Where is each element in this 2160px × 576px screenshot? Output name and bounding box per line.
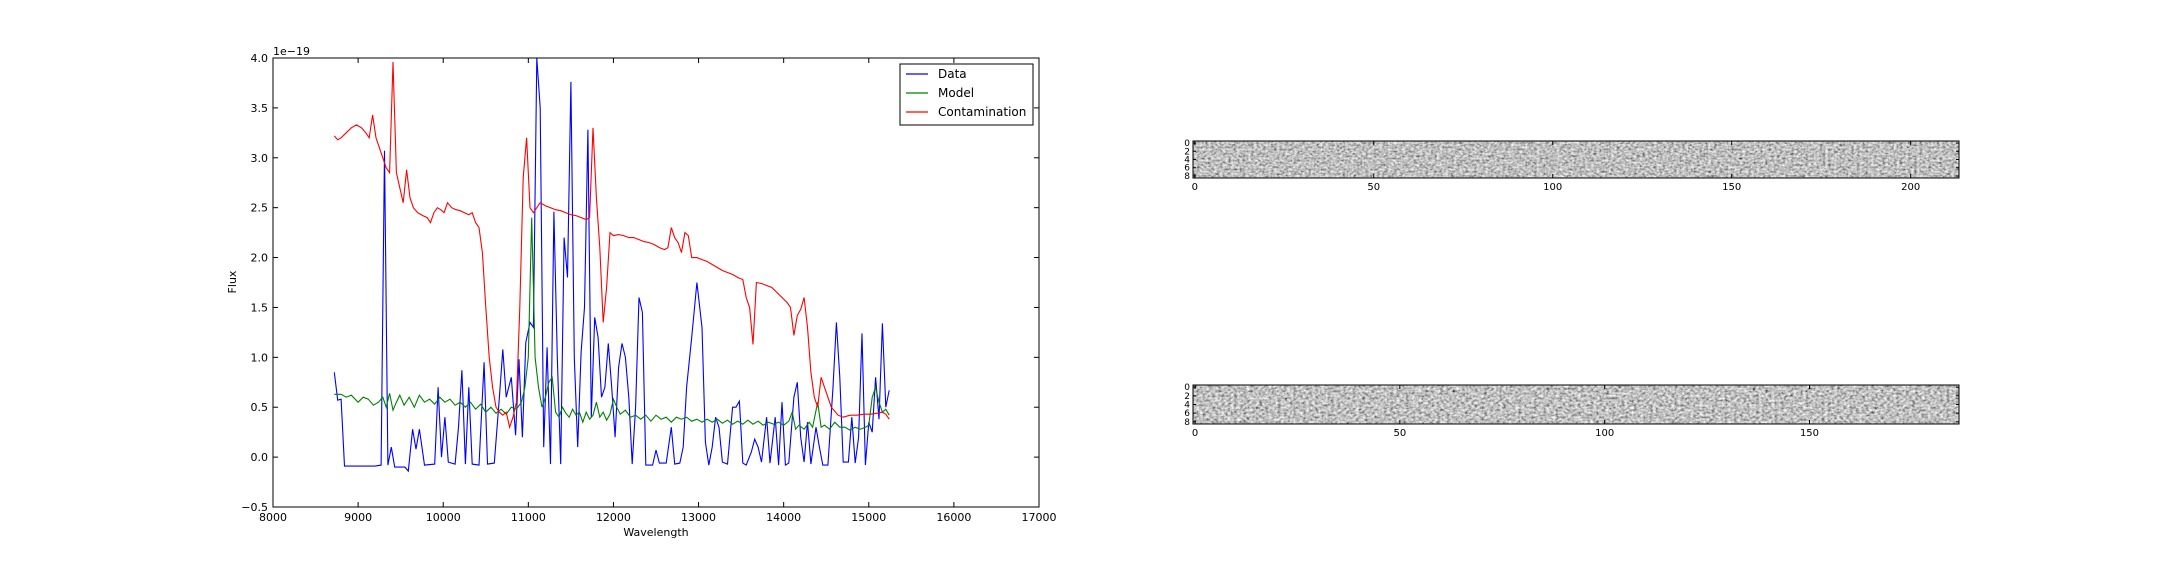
- y-tick-label: 0.5: [251, 401, 269, 414]
- x-tick-label: 150: [1722, 182, 1741, 193]
- y-tick-label: 3.0: [251, 152, 269, 165]
- y-tick-label: 1.5: [251, 301, 269, 314]
- x-tick-label: 200: [1901, 182, 1920, 193]
- image-pixels: [1193, 385, 1959, 424]
- y-tick-label: 2: [1184, 147, 1190, 157]
- x-tick-label: 100: [1543, 182, 1562, 193]
- y-tick-label: 0: [1184, 383, 1190, 393]
- x-tick-label: 50: [1367, 182, 1380, 193]
- x-axis-ticks: 0 50 100 150 200: [1192, 141, 1920, 193]
- x-axis-label: Wavelength: [623, 526, 688, 539]
- plot-area: [273, 58, 1039, 507]
- x-tick-label: 13000: [681, 511, 716, 524]
- x-tick-label: 14000: [766, 511, 801, 524]
- y-tick-label: 0.0: [251, 451, 269, 464]
- image-pixels: [1193, 141, 1959, 178]
- x-tick-label: 150: [1800, 428, 1819, 439]
- y-tick-label: 4: [1184, 156, 1190, 166]
- y-axis-label: Flux: [226, 270, 239, 293]
- x-tick-label: 12000: [596, 511, 631, 524]
- x-tick-label: 15000: [851, 511, 886, 524]
- x-tick-label: 0: [1192, 428, 1198, 439]
- y-scale-note: 1e−19: [273, 45, 310, 58]
- legend-label-model: Model: [938, 86, 974, 100]
- y-tick-label: 4: [1184, 401, 1190, 411]
- y-tick-label: 2.5: [251, 202, 269, 215]
- x-tick-label: 17000: [1022, 511, 1057, 524]
- series-line-model: [334, 217, 890, 431]
- y-tick-label: 6: [1184, 164, 1190, 174]
- legend-label-contamination: Contamination: [938, 105, 1026, 119]
- y-tick-label: 8: [1184, 418, 1190, 428]
- legend: Data Model Contamination: [899, 63, 1034, 126]
- x-axis-ticks: 0 50 100 150: [1192, 385, 1819, 439]
- y-tick-label: 0: [1184, 139, 1190, 149]
- y-tick-label: 6: [1184, 409, 1190, 419]
- x-tick-label: 16000: [936, 511, 971, 524]
- y-axis-ticks: −0.5 0.0 0.5 1.0 1.5 2.0 2.5 3.0 3.5 4.0: [241, 52, 1039, 514]
- x-tick-label: 100: [1595, 428, 1614, 439]
- series-line-contamination: [333, 61, 890, 430]
- y-tick-label: 4.0: [251, 52, 269, 65]
- x-tick-label: 9000: [344, 511, 372, 524]
- y-tick-label: 2.0: [251, 252, 269, 265]
- series-line-data: [333, 58, 890, 473]
- x-tick-label: 10000: [426, 511, 461, 524]
- x-axis-ticks: 8000 9000 10000 11000 12000 13000 14000 15000 16…: [259, 58, 1057, 524]
- y-tick-label: 2: [1184, 392, 1190, 402]
- y-tick-label: 1.0: [251, 351, 269, 364]
- series-lines: [333, 58, 890, 473]
- y-tick-label: 8: [1184, 172, 1190, 182]
- legend-label-data: Data: [938, 67, 967, 81]
- x-tick-label: 11000: [511, 511, 546, 524]
- x-tick-label: 0: [1192, 182, 1198, 193]
- plot-frame: [272, 57, 1040, 508]
- y-tick-label: −0.5: [241, 501, 268, 514]
- x-tick-label: 50: [1393, 428, 1406, 439]
- spectrum-plot: 8000 9000 10000 11000 12000 13000 14000 15000 16…: [226, 45, 1057, 539]
- y-tick-label: 3.5: [251, 102, 269, 115]
- x-tick-label: 8000: [259, 511, 287, 524]
